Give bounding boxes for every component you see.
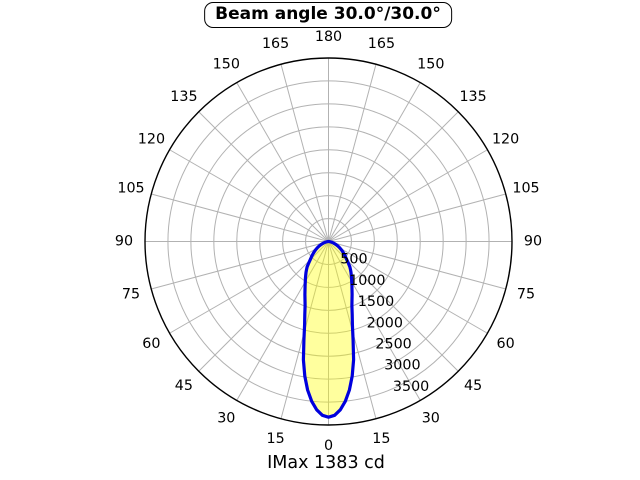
grid-ring	[213, 126, 444, 357]
angle-tick-label: 45	[464, 378, 482, 394]
angle-tick-label: 150	[213, 56, 240, 72]
outer-circle	[144, 57, 513, 426]
chart-title-box: Beam angle 30.0°/30.0°	[204, 2, 452, 28]
radial-tick-label: 3000	[384, 358, 420, 374]
chart-title: Beam angle 30.0°/30.0°	[215, 4, 441, 24]
angle-tick-label: 135	[170, 89, 197, 105]
angle-tick-label: 60	[496, 336, 514, 352]
angle-tick-label: 90	[524, 234, 542, 250]
angle-tick-label: 90	[115, 234, 133, 250]
radial-tick-label: 1000	[349, 273, 385, 289]
angle-tick-label: 60	[142, 336, 160, 352]
grid-ring	[167, 80, 490, 403]
beam-curve	[301, 239, 356, 419]
angle-tick-label: 105	[117, 181, 144, 197]
angle-tick-label: 150	[417, 56, 444, 72]
radial-tick-label: 2000	[367, 315, 403, 331]
angle-tick-label: 75	[122, 286, 140, 302]
radial-tick-label: 3500	[393, 379, 429, 395]
radial-tick-label: 500	[340, 252, 367, 268]
angle-tick-label: 135	[459, 89, 486, 105]
angle-tick-label: 15	[266, 431, 284, 447]
angle-tick-label: 120	[138, 131, 165, 147]
angle-tick-label: 165	[368, 36, 395, 52]
angle-tick-label: 30	[217, 411, 235, 427]
angle-tick-label: 45	[175, 378, 193, 394]
angle-tick-label: 30	[422, 411, 440, 427]
radial-tick-label: 1500	[358, 294, 394, 310]
angle-tick-label: 75	[517, 286, 535, 302]
angle-tick-label: 120	[492, 131, 519, 147]
imax-caption: IMax 1383 cd	[267, 453, 385, 473]
grid-ring	[259, 172, 398, 311]
angle-tick-label: 15	[372, 431, 390, 447]
angle-tick-label: 165	[262, 36, 289, 52]
angle-tick-label: 180	[315, 29, 342, 45]
grid-ring	[305, 218, 352, 265]
radial-tick-label: 2500	[375, 337, 411, 353]
grid-ring	[190, 103, 467, 380]
grid-ring	[282, 195, 375, 288]
grid-ring	[236, 149, 421, 334]
angle-tick-label: 0	[324, 438, 333, 454]
angle-tick-label: 105	[512, 181, 539, 197]
